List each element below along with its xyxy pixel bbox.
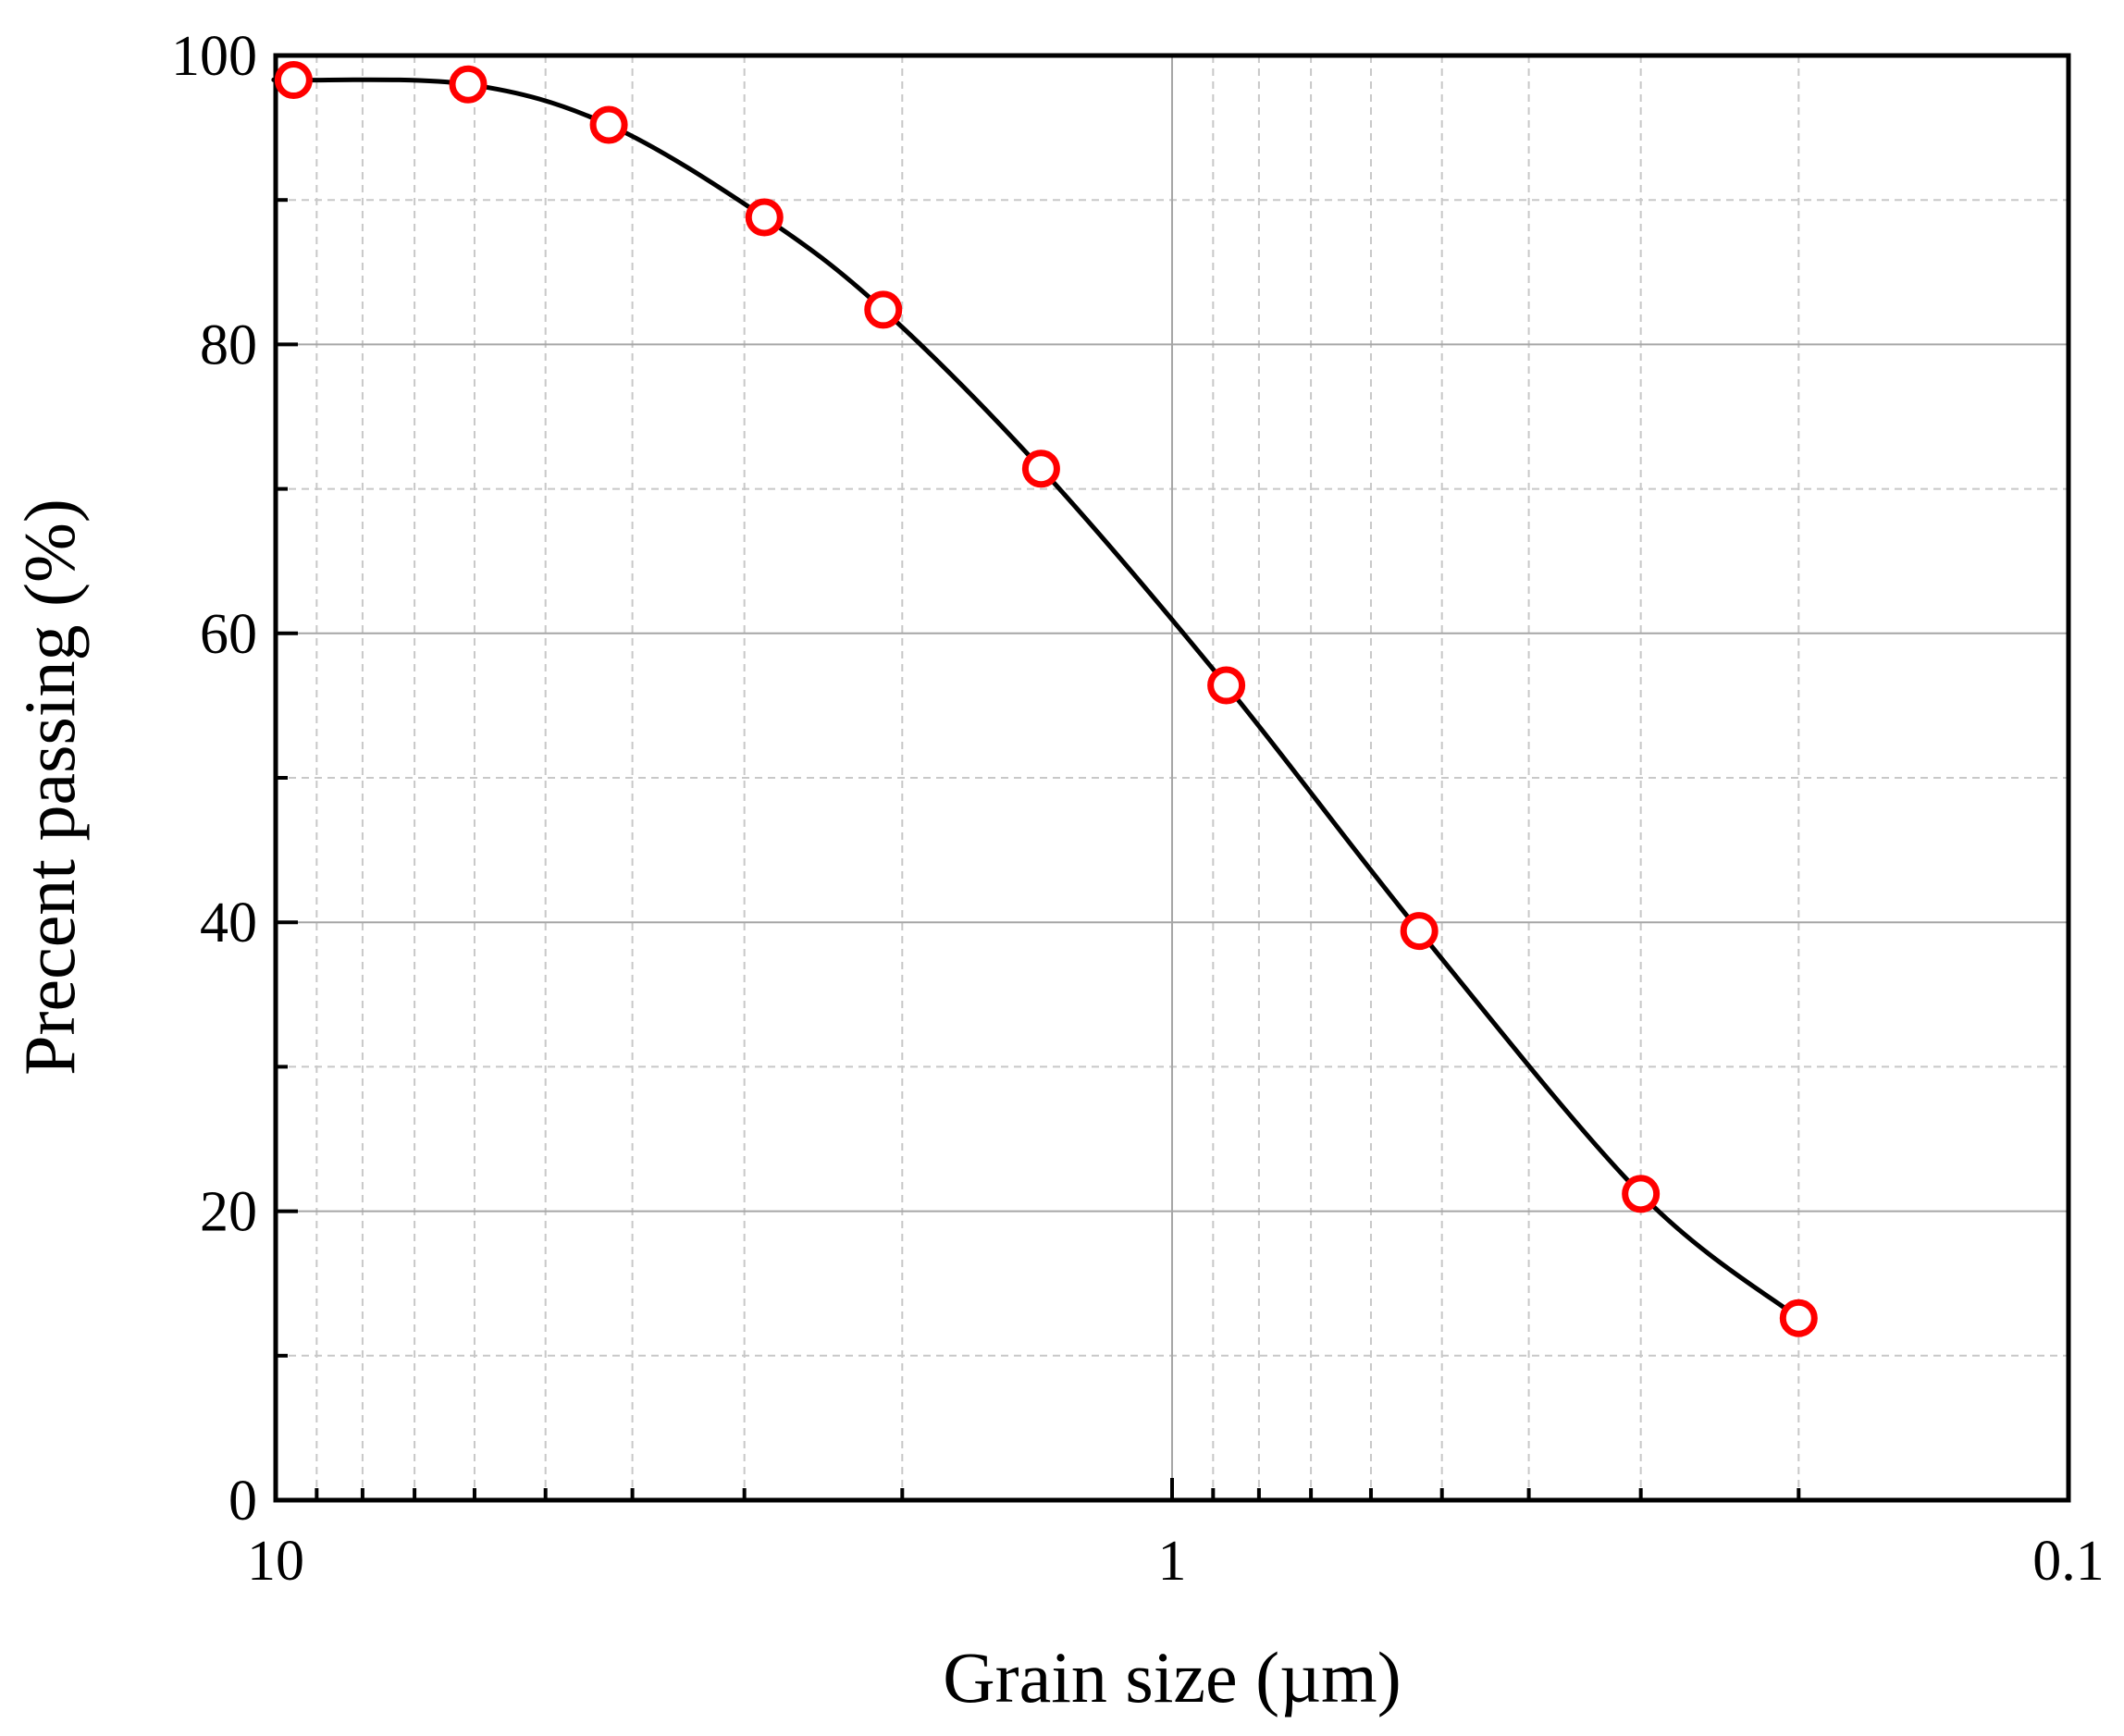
x-tick-labels: 10 1 0.1 <box>247 1530 2105 1593</box>
x-axis-title: Grain size (µm) <box>943 1637 1401 1718</box>
data-points <box>274 61 1818 1337</box>
data-point-marker <box>589 105 628 144</box>
axis-ticks <box>274 54 2070 1502</box>
x-tick-label: 10 <box>247 1530 304 1593</box>
x-tick-label: 0.1 <box>2032 1530 2105 1593</box>
data-point-marker <box>1207 666 1246 705</box>
y-axis-title: Precent passing (%) <box>9 499 90 1076</box>
data-point-marker <box>1021 449 1060 488</box>
data-point-marker <box>1622 1175 1661 1213</box>
data-point-marker <box>1400 912 1439 951</box>
data-point-marker <box>274 61 313 100</box>
y-tick-label: 80 <box>200 314 257 376</box>
data-point-marker <box>1779 1299 1818 1337</box>
y-tick-labels: 0 20 40 60 80 100 <box>171 25 257 1533</box>
data-point-marker <box>745 198 784 237</box>
data-point-marker <box>864 290 903 329</box>
y-tick-label: 100 <box>171 25 257 88</box>
major-gridlines <box>276 55 2068 1500</box>
y-tick-label: 0 <box>228 1470 257 1533</box>
y-tick-label: 20 <box>200 1181 257 1244</box>
data-point-marker <box>449 65 488 104</box>
y-tick-label: 60 <box>200 603 257 666</box>
y-tick-label: 40 <box>200 892 257 954</box>
x-tick-label: 1 <box>1158 1530 1187 1593</box>
